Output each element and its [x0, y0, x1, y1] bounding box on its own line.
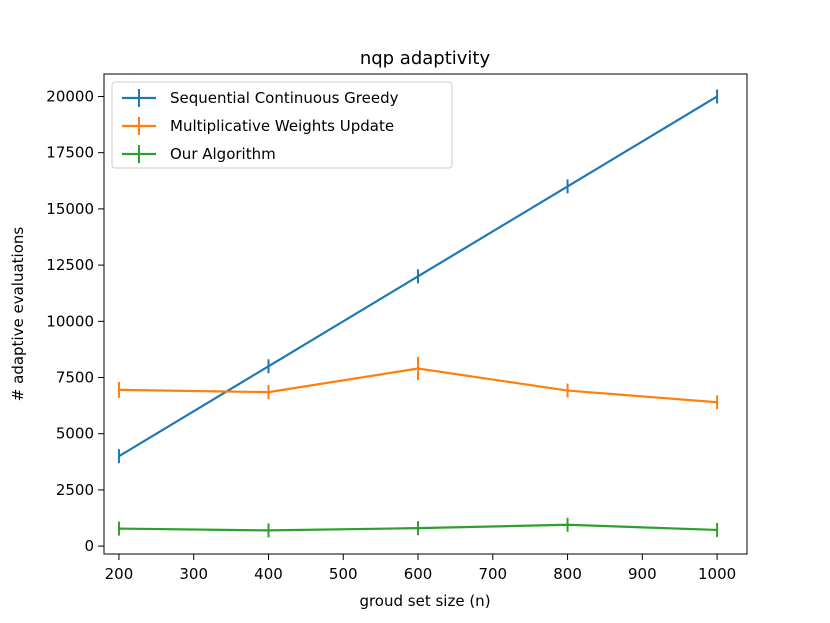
- x-tick-label: 500: [329, 565, 358, 583]
- legend-label: Multiplicative Weights Update: [170, 117, 394, 135]
- x-tick-label: 800: [553, 565, 582, 583]
- x-axis: 200 300 400 500 600 700 800 900 1000: [105, 554, 736, 583]
- y-axis-label: # adaptive evaluations: [9, 227, 27, 402]
- plot-frame: [103, 73, 748, 555]
- x-tick-label: 200: [105, 565, 134, 583]
- x-tick-label: 900: [628, 565, 657, 583]
- y-tick-label: 12500: [46, 256, 94, 274]
- y-tick-label: 0: [84, 537, 94, 555]
- legend: Sequential Continuous Greedy Multiplicati…: [111, 81, 453, 169]
- y-tick-label: 20000: [46, 87, 94, 105]
- series-3: [117, 517, 719, 538]
- legend-item: Sequential Continuous Greedy: [122, 89, 399, 107]
- x-tick-label: 1000: [698, 565, 736, 583]
- y-tick-label: 7500: [56, 369, 94, 387]
- legend-item: Multiplicative Weights Update: [122, 117, 394, 135]
- y-tick-label: 15000: [46, 200, 94, 218]
- x-tick-label: 600: [404, 565, 433, 583]
- plot-lines: [117, 89, 719, 538]
- legend-label: Our Algorithm: [170, 145, 276, 163]
- y-tick-label: 17500: [46, 144, 94, 162]
- x-tick-label: 300: [179, 565, 208, 583]
- y-axis: 0 2500 5000 7500 10000 12500 15000 17500 20000: [46, 87, 104, 555]
- legend-item: Our Algorithm: [122, 145, 276, 163]
- y-tick-label: 5000: [56, 425, 94, 443]
- legend-box: [111, 81, 453, 169]
- series-2: [117, 356, 719, 410]
- y-tick-label: 10000: [46, 312, 94, 330]
- series-1: [117, 89, 719, 464]
- x-tick-label: 400: [254, 565, 283, 583]
- x-tick-label: 700: [478, 565, 507, 583]
- legend-label: Sequential Continuous Greedy: [170, 89, 399, 107]
- y-tick-label: 2500: [56, 481, 94, 499]
- x-axis-label: groud set size (n): [359, 592, 490, 610]
- chart-title: nqp adaptivity: [360, 48, 491, 69]
